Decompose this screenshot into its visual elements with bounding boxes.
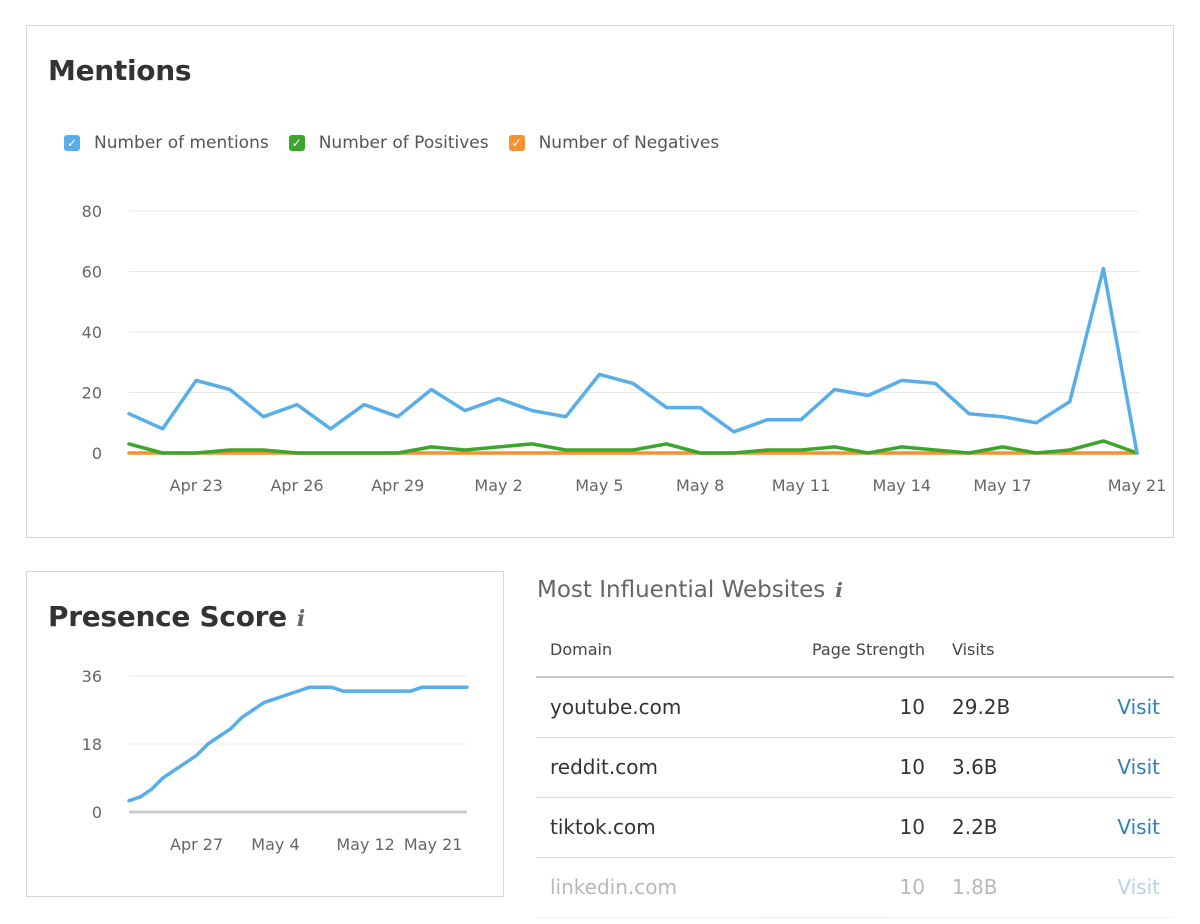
legend-label: Number of mentions xyxy=(94,133,269,153)
x-tick-label: Apr 23 xyxy=(170,476,223,495)
presence-score-line xyxy=(127,685,469,803)
header-page-strength[interactable]: Page Strength xyxy=(811,640,925,659)
visits-cell: 1.8B xyxy=(952,875,998,899)
x-tick-label: May 17 xyxy=(973,476,1032,495)
y-tick-label: 80 xyxy=(82,202,102,221)
table-row: linkedin.com 10 1.8B Visit xyxy=(536,858,1174,918)
x-tick-label: May 11 xyxy=(772,476,831,495)
x-tick-label: Apr 27 xyxy=(170,835,223,854)
domain-cell: tiktok.com xyxy=(550,815,656,839)
domain-cell: linkedin.com xyxy=(550,875,677,899)
table-row: reddit.com 10 3.6B Visit xyxy=(536,738,1174,798)
domain-cell: youtube.com xyxy=(550,695,682,719)
legend-label: Number of Negatives xyxy=(538,133,720,153)
presence-chart: 0 18 36 Apr 27 May 4 May 12 May 21 xyxy=(82,667,469,854)
number-of-mentions-line xyxy=(127,266,1139,455)
visit-link[interactable]: Visit xyxy=(1117,875,1160,899)
y-tick-label: 40 xyxy=(82,323,102,342)
header-domain[interactable]: Domain xyxy=(550,640,613,659)
y-tick-label: 36 xyxy=(82,667,102,686)
y-tick-label: 0 xyxy=(92,803,102,822)
x-tick-label: May 5 xyxy=(575,476,623,495)
presence-card: Presence Score i 0 18 36 Apr 27 May 4 May 12 Ma… xyxy=(26,571,504,897)
y-tick-label: 60 xyxy=(82,263,102,282)
x-tick-label: May 21 xyxy=(1108,476,1167,495)
legend-item-mentions[interactable]: ✓ Number of mentions xyxy=(64,133,269,153)
websites-title: Most Influential Websites i xyxy=(537,577,843,603)
legend-label: Number of Positives xyxy=(318,133,489,153)
legend-item-positives[interactable]: ✓ Number of Positives xyxy=(288,133,489,153)
strength-cell: 10 xyxy=(899,815,925,839)
y-tick-label: 20 xyxy=(82,384,102,403)
x-tick-label: Apr 26 xyxy=(270,476,323,495)
x-tick-label: May 21 xyxy=(404,835,463,854)
mentions-card: Mentions ✓ Number of mentions ✓ Number o… xyxy=(26,25,1174,538)
legend-item-negatives[interactable]: ✓ Number of Negatives xyxy=(508,133,720,153)
presence-title: Presence Score i xyxy=(48,600,305,633)
mentions-title: Mentions xyxy=(48,54,192,87)
visit-link[interactable]: Visit xyxy=(1117,755,1160,779)
info-icon[interactable]: i xyxy=(835,578,843,602)
websites-title-text: Most Influential Websites xyxy=(537,577,826,603)
x-tick-label: May 4 xyxy=(251,835,299,854)
x-tick-label: May 14 xyxy=(873,476,932,495)
strength-cell: 10 xyxy=(899,875,925,899)
x-tick-label: May 8 xyxy=(676,476,724,495)
y-tick-label: 18 xyxy=(82,735,102,754)
domain-cell: reddit.com xyxy=(550,755,658,779)
visits-cell: 3.6B xyxy=(952,755,998,779)
visits-cell: 2.2B xyxy=(952,815,998,839)
presence-title-text: Presence Score xyxy=(48,600,287,633)
header-visits[interactable]: Visits xyxy=(952,640,995,659)
checkbox-checked-icon[interactable]: ✓ xyxy=(64,135,80,151)
websites-table: Domain Page Strength Visits youtube.com … xyxy=(536,626,1174,918)
x-tick-label: Apr 29 xyxy=(371,476,424,495)
x-tick-label: May 2 xyxy=(474,476,522,495)
checkbox-checked-icon[interactable]: ✓ xyxy=(508,135,525,151)
table-header: Domain Page Strength Visits xyxy=(536,626,1174,678)
x-tick-label: May 12 xyxy=(336,835,395,854)
strength-cell: 10 xyxy=(899,695,925,719)
visit-link[interactable]: Visit xyxy=(1117,695,1160,719)
table-row: tiktok.com 10 2.2B Visit xyxy=(536,798,1174,858)
strength-cell: 10 xyxy=(899,755,925,779)
y-tick-label: 0 xyxy=(92,444,102,463)
info-icon[interactable]: i xyxy=(296,606,305,632)
table-row: youtube.com 10 29.2B Visit xyxy=(536,678,1174,738)
websites-section: Most Influential Websites i Domain Page S… xyxy=(536,571,1174,924)
number-of-positives-line xyxy=(127,439,1139,455)
visit-link[interactable]: Visit xyxy=(1117,815,1160,839)
mentions-legend: ✓ Number of mentions ✓ Number of Positiv… xyxy=(64,133,719,153)
visits-cell: 29.2B xyxy=(952,695,1011,719)
checkbox-checked-icon[interactable]: ✓ xyxy=(288,135,305,151)
mentions-chart: 0 20 40 60 80 Apr 23 Apr 26 Apr 29 May 2 May 5 May… xyxy=(82,202,1167,495)
